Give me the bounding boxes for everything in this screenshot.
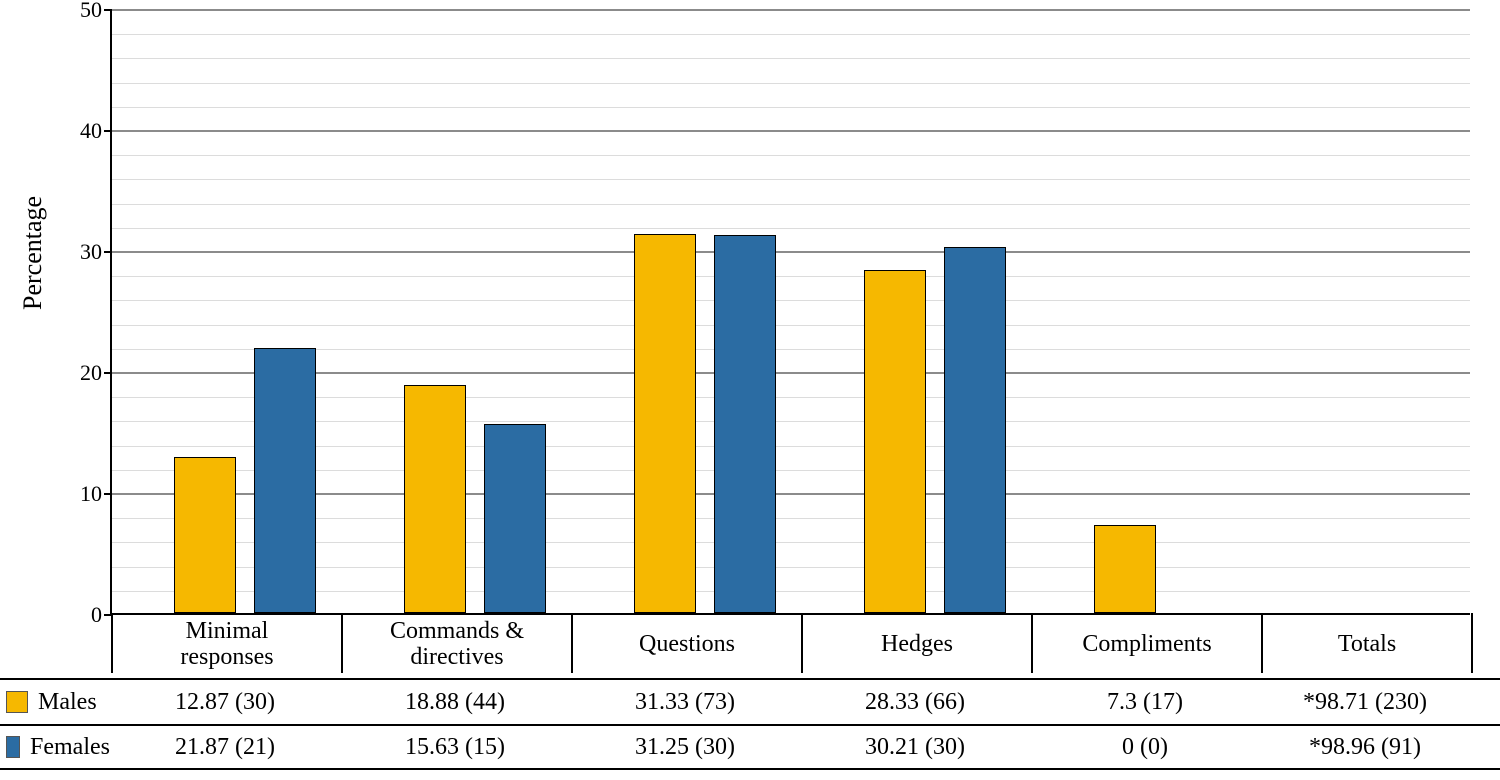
- legend-swatch: [6, 736, 20, 758]
- y-tick-label: 10: [62, 481, 102, 507]
- y-tick-mark: [104, 372, 112, 374]
- bar: [864, 270, 926, 613]
- bar: [174, 457, 236, 613]
- category-label: Commands &directives: [342, 613, 572, 675]
- bar: [634, 234, 696, 613]
- category-label: Questions: [572, 613, 802, 675]
- legend-swatch: [6, 691, 28, 713]
- minor-gridline: [112, 179, 1470, 180]
- series-label: Males: [0, 679, 110, 725]
- category-label: Hedges: [802, 613, 1032, 675]
- bar: [944, 247, 1006, 613]
- table-cell: 31.33 (73): [570, 689, 800, 716]
- minor-gridline: [112, 276, 1470, 277]
- minor-gridline: [112, 83, 1470, 84]
- y-tick-mark: [104, 493, 112, 495]
- y-tick-label: 50: [62, 0, 102, 23]
- minor-gridline: [112, 58, 1470, 59]
- y-tick-label: 20: [62, 360, 102, 386]
- table-row: Males 12.87 (30)18.88 (44)31.33 (73)28.33…: [0, 678, 1500, 724]
- minor-gridline: [112, 325, 1470, 326]
- table-row: Females21.87 (21)15.63 (15)31.25 (30)30.…: [0, 724, 1500, 770]
- major-gridline: [112, 251, 1470, 253]
- y-tick-mark: [104, 251, 112, 253]
- minor-gridline: [112, 300, 1470, 301]
- bar: [404, 385, 466, 613]
- table-cell: 15.63 (15): [340, 734, 570, 761]
- table-cell: 31.25 (30): [570, 734, 800, 761]
- totals-cell: *98.96 (91): [1260, 734, 1470, 761]
- bar: [714, 235, 776, 613]
- y-tick-mark: [104, 9, 112, 11]
- table-cell: 18.88 (44): [340, 689, 570, 716]
- totals-cell: *98.71 (230): [1260, 689, 1470, 716]
- series-name: Males: [38, 689, 97, 716]
- series-label: Females: [0, 724, 110, 770]
- bar: [1094, 525, 1156, 613]
- y-tick-label: 40: [62, 118, 102, 144]
- minor-gridline: [112, 155, 1470, 156]
- data-table: Males 12.87 (30)18.88 (44)31.33 (73)28.33…: [0, 678, 1500, 770]
- minor-gridline: [112, 228, 1470, 229]
- major-gridline: [112, 130, 1470, 132]
- table-cell: 28.33 (66): [800, 689, 1030, 716]
- minor-gridline: [112, 34, 1470, 35]
- series-name: Females: [30, 734, 110, 761]
- table-cell: 21.87 (21): [110, 734, 340, 761]
- category-label: Minimalresponses: [112, 613, 342, 675]
- y-tick-mark: [104, 130, 112, 132]
- totals-column-label: Totals: [1262, 613, 1472, 675]
- category-label: Compliments: [1032, 613, 1262, 675]
- y-tick-label: 30: [62, 239, 102, 265]
- plot-area: 01020304050MinimalresponsesCommands &dir…: [110, 10, 1470, 615]
- table-cell: 7.3 (17): [1030, 689, 1260, 716]
- minor-gridline: [112, 204, 1470, 205]
- table-cell: 12.87 (30): [110, 689, 340, 716]
- y-tick-label: 0: [62, 602, 102, 628]
- table-cell: 30.21 (30): [800, 734, 1030, 761]
- y-axis-label: Percentage: [18, 196, 48, 310]
- bar: [484, 424, 546, 613]
- bar: [254, 348, 316, 613]
- minor-gridline: [112, 107, 1470, 108]
- chart-container: Percentage 01020304050MinimalresponsesCo…: [0, 0, 1500, 780]
- major-gridline: [112, 9, 1470, 11]
- table-cell: 0 (0): [1030, 734, 1260, 761]
